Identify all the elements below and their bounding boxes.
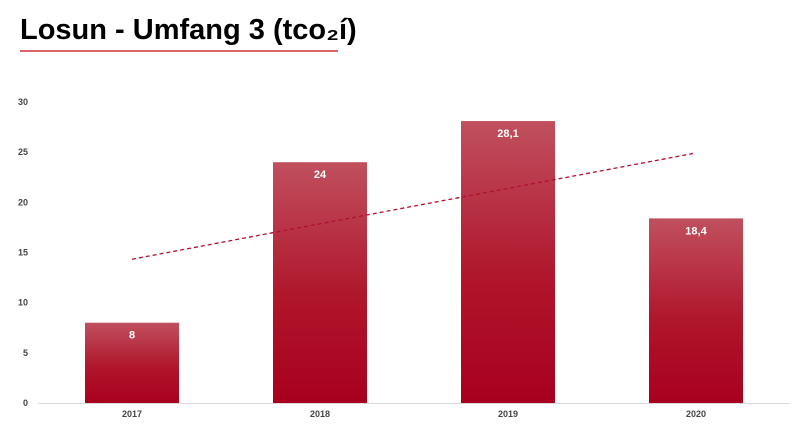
y-tick-label: 25 [18,147,28,157]
trendline [131,152,697,260]
data-label: 28,1 [497,128,518,140]
data-label: 24 [314,169,327,181]
y-tick-label: 15 [18,248,28,258]
x-tick-label: 2020 [686,409,706,419]
bar-2017 [85,322,179,403]
title-spellcheck-underline [20,50,338,52]
data-label: 8 [129,330,135,342]
y-tick-label: 10 [18,298,28,308]
bar-2019 [461,121,555,404]
y-tick-label: 5 [23,348,28,358]
x-tick-label: 2018 [310,409,330,419]
bar-2018 [273,162,367,403]
data-label: 18,4 [685,225,707,237]
y-tick-label: 30 [18,97,28,107]
trend-line [131,152,697,260]
bar-2020 [649,218,743,403]
x-tick-label: 2017 [122,409,142,419]
chart-title: Losun - Umfang 3 (tco₂í) [20,14,357,46]
y-tick-label: 20 [18,197,28,207]
y-tick-label: 0 [23,398,28,408]
x-axis: 2017 2018 2019 2020 [38,403,790,419]
data-labels: 8 24 28,1 18,4 [129,128,708,342]
y-axis: 0 5 10 15 20 25 30 [18,97,28,408]
bars [85,121,743,404]
x-tick-label: 2019 [498,409,518,419]
